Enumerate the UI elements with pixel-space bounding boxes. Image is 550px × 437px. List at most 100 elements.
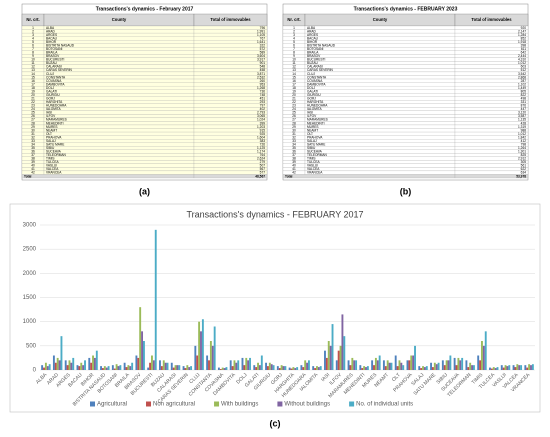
bar: [337, 350, 340, 370]
bar: [258, 365, 261, 370]
bar: [129, 366, 132, 370]
table-cell: [43, 85, 195, 90]
cell-text: 12: [31, 65, 35, 69]
cell-text: 428: [521, 121, 527, 125]
bar: [162, 360, 165, 370]
cell-text: 1,102: [518, 82, 526, 86]
table-cell: [304, 153, 456, 157]
bar: [56, 357, 59, 370]
cell-text: 548: [260, 65, 266, 69]
cell-text: GORJ: [307, 97, 316, 101]
table-cell: [43, 135, 195, 140]
table-cell: [304, 142, 456, 147]
cell-text: 561: [521, 164, 527, 168]
cell-text: ARGES: [307, 33, 318, 37]
cell-text: HARGHITA: [307, 100, 324, 104]
bar: [206, 355, 209, 370]
cell-text: SIBIU: [46, 146, 55, 150]
bar: [270, 364, 273, 370]
bar: [176, 365, 179, 370]
bar: [231, 366, 234, 370]
bar: [388, 362, 391, 370]
cell-text: 4: [293, 36, 295, 40]
cell-text: 1,012: [518, 132, 526, 136]
bar: [431, 367, 434, 370]
cell-text: 2,444: [518, 54, 526, 58]
cell-text: 5: [32, 40, 34, 44]
bar: [225, 367, 228, 370]
cell-text: 796: [260, 26, 266, 30]
cell-text: 4,310: [518, 58, 526, 62]
cell-text: DOLJ: [307, 86, 316, 90]
cell-text: 736: [260, 89, 266, 93]
bar: [54, 362, 57, 370]
legend-label: With buildings: [221, 402, 258, 408]
bar: [127, 365, 130, 370]
bar: [113, 368, 116, 370]
y-tick-label: 1000: [23, 319, 37, 325]
legend-swatch: [277, 401, 283, 407]
cell-text: COVASNA: [46, 79, 62, 83]
table-cell: [193, 174, 268, 179]
table-cell: [304, 124, 456, 129]
table-cell: [43, 54, 195, 58]
cell-text: 48,567: [255, 174, 265, 178]
bar: [253, 365, 256, 370]
legend-swatch: [90, 401, 95, 407]
cell-text: 953: [260, 82, 266, 86]
cell-text: 34: [31, 142, 35, 146]
bar: [139, 307, 142, 370]
bar: [331, 324, 334, 370]
bar: [518, 365, 521, 370]
cell-text: ARAD: [46, 29, 56, 33]
cell-text: 37: [31, 153, 35, 157]
bar: [481, 341, 483, 370]
cell-text: 12: [292, 65, 296, 69]
cell-text: 507: [260, 164, 266, 168]
cell-text: CALARASI: [307, 65, 323, 69]
cell-text: 7: [32, 47, 34, 51]
cell-text: ARAD: [307, 29, 317, 33]
bar: [335, 360, 338, 370]
cell-text: Total: [24, 174, 31, 178]
cell-text: 1,604: [257, 135, 265, 139]
bar: [327, 341, 330, 370]
cell-text: 1,284: [518, 33, 526, 37]
bar: [229, 360, 232, 370]
cell-text: 14: [292, 72, 296, 76]
bar: [149, 362, 152, 370]
bar: [115, 364, 118, 370]
table-cell: [193, 61, 268, 65]
table-cell: [193, 93, 268, 97]
cell-text: VRANCEA: [46, 171, 62, 175]
bar: [278, 368, 281, 370]
bar: [496, 367, 499, 370]
bar: [437, 362, 440, 370]
cell-text: 8: [293, 51, 295, 55]
cell-text: 3: [32, 33, 34, 37]
cell-text: 3,065: [257, 114, 265, 118]
bar: [390, 362, 393, 370]
table-cell: [304, 128, 456, 133]
bar: [43, 367, 45, 370]
bar: [296, 367, 299, 370]
cell-text: BACAU: [307, 36, 319, 40]
cell-text: 925: [260, 132, 266, 136]
y-tick-label: 2000: [23, 271, 37, 277]
cell-text: IASI: [46, 111, 52, 115]
bar: [489, 367, 491, 370]
cell-text: 30: [292, 128, 296, 132]
cell-text: 1,449: [518, 86, 526, 90]
cell-text: 260: [260, 79, 266, 83]
table-cell: [43, 163, 195, 168]
table-cell: [193, 78, 268, 83]
bar: [355, 360, 358, 370]
cell-text: 29: [292, 125, 296, 129]
cell-text: 279: [260, 160, 266, 164]
bar: [282, 366, 285, 370]
cell-text: 42: [292, 171, 296, 175]
table-cell: [193, 100, 268, 104]
cell-text: 805: [521, 89, 527, 93]
legend-swatch: [214, 401, 220, 407]
bar: [46, 366, 49, 370]
